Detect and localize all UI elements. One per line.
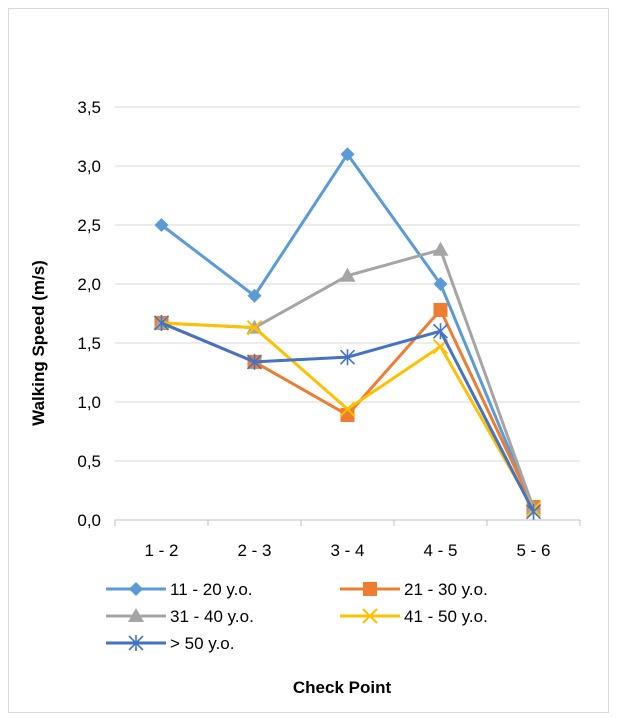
y-tick-label: 3,5 [77, 98, 101, 117]
y-tick-label: 0,5 [77, 452, 101, 471]
data-point-marker [525, 503, 542, 520]
data-point-marker [154, 218, 169, 232]
x-tick-label: 2 - 3 [237, 541, 271, 560]
data-point-marker [246, 319, 263, 336]
data-point-marker [128, 608, 144, 622]
data-point-marker [433, 277, 448, 291]
legend-label: > 50 y.o. [170, 634, 234, 653]
data-point-marker [246, 353, 263, 370]
legend-item: 31 - 40 y.o. [106, 607, 254, 626]
y-tick-labels: 0,0 0,5 1,0 1,5 2,0 2,5 3,0 3,5 [77, 98, 101, 530]
data-point-marker [339, 349, 356, 366]
x-tick-label: 4 - 5 [423, 541, 457, 560]
data-point-marker [153, 314, 170, 331]
legend-item: 21 - 30 y.o. [340, 580, 488, 599]
legend-label: 21 - 30 y.o. [404, 580, 488, 599]
y-tick-label: 2,5 [77, 216, 101, 235]
data-point-marker [339, 401, 356, 417]
gridlines [115, 106, 580, 521]
data-point-marker [432, 241, 449, 256]
data-point-marker [247, 288, 262, 303]
legend-item: > 50 y.o. [106, 634, 234, 653]
series-11-20-y-o [154, 147, 541, 516]
data-point-marker [339, 267, 356, 282]
series-41-50-y-o [153, 315, 542, 518]
data-point-marker [432, 323, 449, 340]
legend-label: 11 - 20 y.o. [170, 580, 253, 599]
legend-item: 41 - 50 y.o. [340, 607, 488, 626]
legend: 11 - 20 y.o. 21 - 30 y.o. 31 - 40 y.o. 41 -… [106, 580, 488, 653]
x-tick-label: 3 - 4 [330, 541, 364, 560]
data-point-marker [129, 582, 143, 596]
x-axis-title: Check Point [293, 678, 392, 697]
x-tick-labels: 1 - 2 2 - 3 3 - 4 4 - 5 5 - 6 [114, 520, 581, 560]
y-tick-label: 1,0 [77, 393, 101, 412]
legend-label: 31 - 40 y.o. [170, 607, 254, 626]
legend-item: 11 - 20 y.o. [106, 580, 253, 599]
data-point-marker [433, 302, 448, 317]
series-group [153, 147, 542, 520]
data-point-marker [340, 147, 355, 162]
y-axis-title: Walking Speed (m/s) [29, 260, 48, 426]
y-tick-label: 1,5 [77, 334, 101, 353]
y-tick-label: 2,0 [77, 275, 101, 294]
x-tick-label: 1 - 2 [144, 541, 178, 560]
data-point-marker [362, 608, 378, 624]
legend-label: 41 - 50 y.o. [404, 607, 488, 626]
data-point-marker [363, 582, 377, 596]
y-tick-label: 0,0 [77, 511, 101, 530]
y-tick-label: 3,0 [77, 157, 101, 176]
series-50-y-o [153, 314, 542, 520]
x-tick-label: 5 - 6 [516, 541, 550, 560]
data-point-marker [128, 635, 144, 651]
